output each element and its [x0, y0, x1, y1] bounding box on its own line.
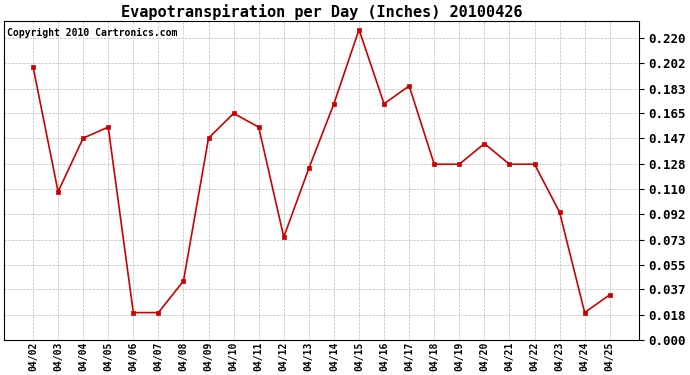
- Text: Copyright 2010 Cartronics.com: Copyright 2010 Cartronics.com: [8, 28, 178, 38]
- Title: Evapotranspiration per Day (Inches) 20100426: Evapotranspiration per Day (Inches) 2010…: [121, 4, 522, 20]
